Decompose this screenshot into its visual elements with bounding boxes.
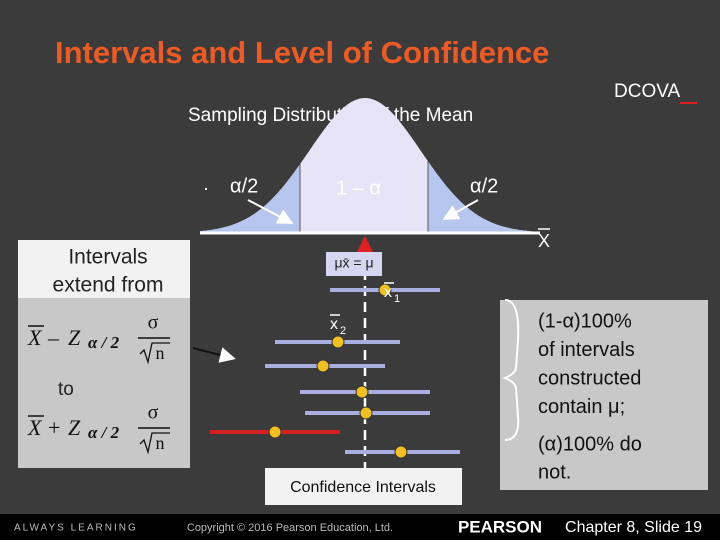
tail-label: α/2: [470, 175, 498, 197]
interval-label-sub: 2: [340, 325, 346, 337]
arrow: [442, 199, 479, 220]
formula-part: α / 2: [88, 423, 120, 442]
center-label: 1 – α: [336, 177, 381, 199]
footer-left: ALWAYS LEARNING: [14, 523, 138, 534]
sample-mean: [394, 445, 408, 459]
left-text: extend from: [53, 274, 164, 297]
formula-part: σ: [148, 402, 159, 424]
axis-label: X: [538, 231, 550, 251]
mean-label: μx̄ = μ: [334, 255, 373, 271]
intervals: [210, 283, 460, 459]
interval-label: x: [384, 284, 392, 301]
mean-box: [326, 252, 382, 276]
formula-part: X: [27, 325, 43, 350]
formula-part: σ: [148, 312, 159, 334]
caption-box: [265, 468, 462, 505]
right-line: contain μ;: [538, 396, 625, 418]
right-box: [500, 300, 708, 490]
tail: [200, 164, 300, 233]
formula-part: Z: [68, 415, 81, 440]
sample-mean: [359, 406, 373, 420]
brace: [502, 299, 520, 441]
right-line: (1-α)100%: [538, 310, 632, 332]
brand: PEARSON: [458, 517, 542, 536]
right-line: (α)100% do: [538, 433, 642, 455]
left-text: Intervals: [68, 246, 147, 269]
formula-part: n: [156, 343, 165, 363]
arrow: [247, 199, 294, 224]
formula-part: n: [156, 433, 165, 453]
figure-title: Sampling Distribution of the Mean: [188, 105, 473, 126]
sample-mean: [316, 359, 330, 373]
right-line: of intervals: [538, 339, 635, 361]
formula-part: X: [27, 415, 43, 440]
title: Intervals and Level of Confidence: [55, 35, 549, 70]
sample-mean: [268, 425, 282, 439]
tag: DCOVA: [614, 81, 680, 102]
left-box-head: [18, 240, 190, 298]
arrow: [192, 347, 236, 363]
formula-part: Z: [68, 325, 81, 350]
dot: [205, 188, 207, 190]
sample-mean: [355, 385, 369, 399]
right-line: constructed: [538, 367, 641, 389]
interval-label-sub: 1: [394, 293, 400, 305]
radical: [139, 342, 170, 365]
interval-label: x: [330, 316, 338, 333]
right-line: not.: [538, 461, 571, 483]
tail-label: α/2: [230, 175, 258, 197]
right-text: (1-α)100% of intervals constructed contain …: [538, 310, 642, 483]
formula-part: α / 2: [88, 333, 120, 352]
left-text: to: [58, 379, 74, 400]
sample-mean: [331, 335, 345, 349]
copyright: Copyright © 2016 Pearson Education, Ltd.: [187, 522, 393, 534]
footer: [0, 514, 720, 540]
sample-mean: [378, 283, 392, 297]
caption: Confidence Intervals: [290, 479, 436, 496]
radical: [139, 432, 170, 455]
formula-part: +: [48, 415, 60, 440]
slide-number: Chapter 8, Slide 19: [565, 519, 702, 536]
formula-part: –: [47, 325, 60, 350]
